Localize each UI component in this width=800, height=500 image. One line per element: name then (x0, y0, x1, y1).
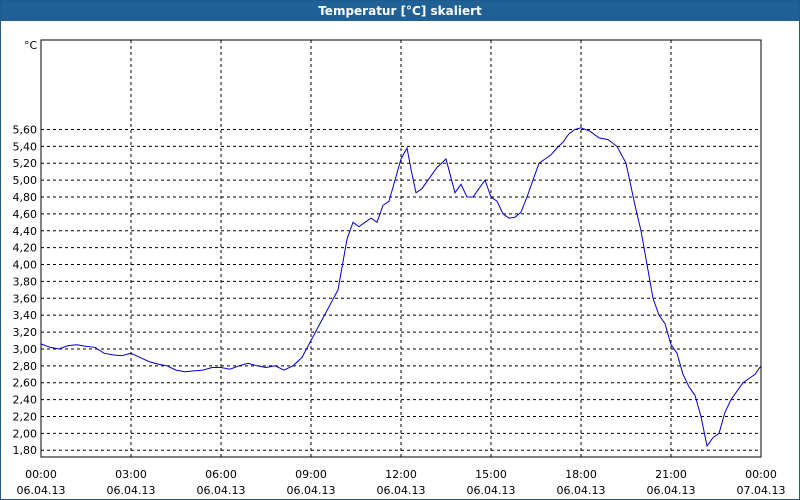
y-axis-unit: °C (24, 39, 38, 52)
x-tick-date: 06.04.13 (17, 484, 66, 497)
y-tick-label: 4,80 (13, 191, 38, 204)
x-tick-time: 18:00 (565, 468, 597, 481)
x-tick-date: 06.04.13 (557, 484, 606, 497)
y-tick-label: 4,60 (13, 208, 38, 221)
y-tick-label: 5,60 (13, 123, 38, 136)
y-tick-label: 3,20 (13, 326, 38, 339)
x-tick-date: 06.04.13 (197, 484, 246, 497)
x-tick-time: 06:00 (205, 468, 237, 481)
series-line-temperature (40, 127, 762, 448)
y-tick-label: 4,20 (13, 242, 38, 255)
y-tick-label: 2,40 (13, 394, 38, 407)
x-tick-date: 06.04.13 (647, 484, 696, 497)
x-tick-time: 00:00 (745, 468, 777, 481)
y-tick-label: 3,80 (13, 275, 38, 288)
window-title: Temperatur [°C] skaliert (1, 1, 799, 21)
y-tick-label: 2,80 (13, 360, 38, 373)
y-tick-label: 4,00 (13, 259, 38, 272)
x-tick-date: 06.04.13 (107, 484, 156, 497)
grid-lines (41, 40, 761, 457)
y-tick-label: 3,60 (13, 292, 38, 305)
x-tick-time: 09:00 (295, 468, 327, 481)
y-tick-label: 2,60 (13, 377, 38, 390)
x-tick-time: 00:00 (25, 468, 57, 481)
x-tick-time: 15:00 (475, 468, 507, 481)
plot-area (40, 39, 762, 458)
y-tick-label: 3,40 (13, 309, 38, 322)
y-tick-label: 1,80 (13, 444, 38, 457)
x-tick-time: 12:00 (385, 468, 417, 481)
x-tick-time: 21:00 (655, 468, 687, 481)
x-tick-time: 03:00 (115, 468, 147, 481)
x-tick-date: 06.04.13 (467, 484, 516, 497)
y-tick-label: 4,40 (13, 225, 38, 238)
y-axis-ticks: 1,80 2,00 2,20 2,40 2,60 2,80 3,00 3,20 3,40 3,60… (13, 123, 38, 457)
x-axis-ticks: 00:00 06.04.13 03:00 06.04.13 06:00 06.04.13 0… (17, 468, 786, 497)
y-tick-label: 5,00 (13, 174, 38, 187)
x-tick-date: 06.04.13 (287, 484, 336, 497)
x-tick-date: 07.04.13 (737, 484, 786, 497)
y-tick-label: 5,20 (13, 157, 38, 170)
y-tick-label: 2,20 (13, 410, 38, 423)
y-tick-label: 2,00 (13, 427, 38, 440)
x-tick-date: 06.04.13 (377, 484, 426, 497)
y-tick-label: 3,00 (13, 343, 38, 356)
y-tick-label: 5,40 (13, 140, 38, 153)
